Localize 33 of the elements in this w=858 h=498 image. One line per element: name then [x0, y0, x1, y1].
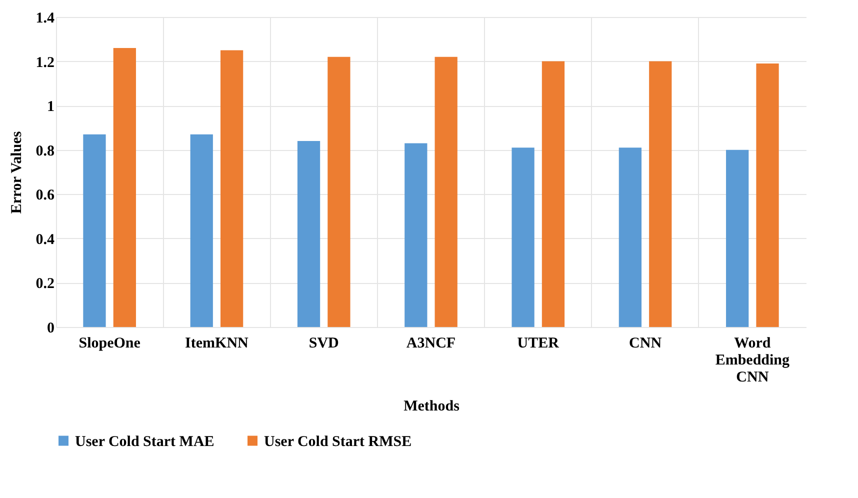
x-tick-label: SlopeOne — [78, 336, 141, 352]
y-tick-label: 0.6 — [36, 188, 55, 204]
y-tick-label: 0.8 — [36, 143, 54, 160]
legend-label: User Cold Start RMSE — [264, 434, 412, 450]
bar — [434, 56, 458, 327]
x-tick-label: SVD — [308, 336, 340, 352]
y-tick-label: 0.2 — [36, 276, 54, 292]
y-tick-label: 1.2 — [36, 54, 54, 71]
bar — [649, 61, 672, 327]
x-tick-label: Word Embedding CNN — [715, 336, 790, 386]
bar — [542, 61, 565, 327]
bar — [756, 64, 779, 327]
x-tick-label: A3NCF — [406, 336, 456, 352]
y-tick-label: 1.4 — [36, 10, 55, 26]
bar — [113, 48, 136, 327]
y-tick-label: 0.4 — [36, 232, 55, 248]
legend-label: User Cold Start MAE — [75, 434, 214, 450]
x-axis-title: Methods — [404, 398, 460, 414]
bar — [404, 143, 428, 327]
bar — [190, 134, 213, 327]
bar — [726, 150, 749, 327]
bar — [328, 56, 350, 327]
x-tick-label: CNN — [629, 336, 662, 352]
bar — [220, 50, 244, 327]
bar — [512, 148, 534, 327]
bar — [297, 141, 320, 327]
y-tick-label: 0 — [47, 320, 54, 336]
y-tick-label: 1 — [47, 99, 54, 116]
x-tick-label: UTER — [517, 336, 560, 352]
y-axis-title: Error Values — [8, 131, 25, 214]
bar — [83, 134, 106, 327]
bar — [618, 148, 642, 327]
x-tick-label: ItemKNN — [185, 336, 249, 352]
